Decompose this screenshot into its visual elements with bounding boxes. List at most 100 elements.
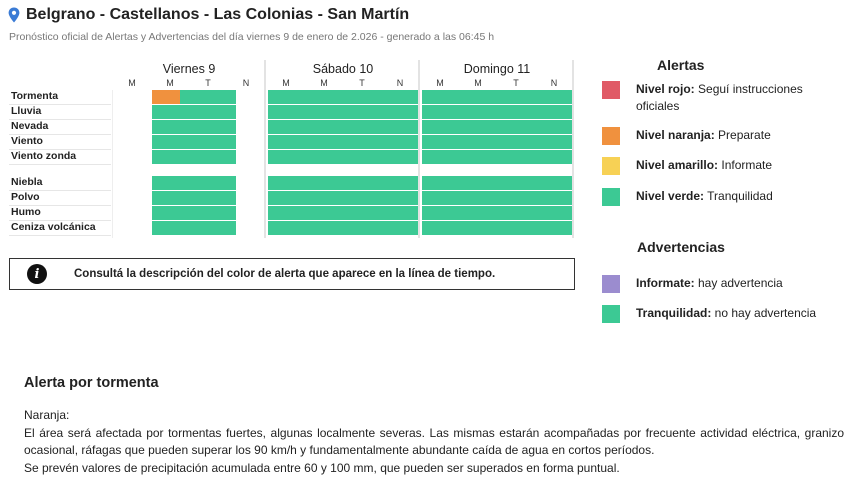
alert-cell[interactable] (380, 150, 418, 164)
alert-cell[interactable] (180, 176, 208, 190)
alert-cell[interactable] (497, 206, 535, 220)
alert-cell[interactable] (208, 176, 236, 190)
alert-cell[interactable] (305, 221, 343, 235)
alert-cell[interactable] (459, 120, 497, 134)
alert-cell[interactable] (305, 90, 343, 104)
alert-cell[interactable] (180, 221, 208, 235)
alert-cell[interactable] (497, 135, 535, 149)
alert-cell[interactable] (180, 90, 208, 104)
alert-cell[interactable] (497, 191, 535, 205)
alert-cell[interactable] (152, 90, 180, 104)
alert-cell[interactable] (343, 191, 381, 205)
alert-cell[interactable] (152, 221, 180, 235)
alert-cell[interactable] (534, 150, 572, 164)
alert-cell[interactable] (459, 150, 497, 164)
alert-cell[interactable] (380, 221, 418, 235)
time-slot-label: M (474, 78, 482, 88)
alert-cell[interactable] (152, 150, 180, 164)
alert-cell[interactable] (343, 206, 381, 220)
alert-cell[interactable] (180, 120, 208, 134)
alert-cell[interactable] (268, 150, 306, 164)
alert-cell[interactable] (343, 135, 381, 149)
alert-cell[interactable] (380, 120, 418, 134)
alert-cell[interactable] (422, 176, 460, 190)
alert-cell[interactable] (305, 105, 343, 119)
alert-cell[interactable] (534, 176, 572, 190)
alert-cell[interactable] (343, 120, 381, 134)
alert-cell[interactable] (180, 150, 208, 164)
alert-cell[interactable] (152, 120, 180, 134)
alert-cell[interactable] (208, 221, 236, 235)
alert-cell[interactable] (534, 90, 572, 104)
alert-cell[interactable] (497, 221, 535, 235)
alert-cell[interactable] (459, 176, 497, 190)
alert-cell[interactable] (380, 176, 418, 190)
alert-cell[interactable] (305, 135, 343, 149)
alert-cell[interactable] (422, 120, 460, 134)
alert-cell[interactable] (380, 105, 418, 119)
alert-cell[interactable] (305, 176, 343, 190)
alert-cell[interactable] (208, 191, 236, 205)
alert-cell[interactable] (208, 120, 236, 134)
alert-cell[interactable] (343, 150, 381, 164)
alert-cell[interactable] (268, 135, 306, 149)
alert-cell[interactable] (497, 176, 535, 190)
alert-cell[interactable] (208, 150, 236, 164)
alert-cell[interactable] (497, 90, 535, 104)
alert-cell[interactable] (534, 206, 572, 220)
alert-cell[interactable] (343, 90, 381, 104)
alert-cell[interactable] (152, 105, 180, 119)
alert-cell[interactable] (180, 135, 208, 149)
alert-cell[interactable] (422, 206, 460, 220)
alert-cell[interactable] (268, 191, 306, 205)
alert-cell[interactable] (380, 191, 418, 205)
alert-cell[interactable] (152, 191, 180, 205)
alert-cell[interactable] (180, 191, 208, 205)
alert-cell[interactable] (268, 120, 306, 134)
alert-cell[interactable] (534, 221, 572, 235)
alert-cell[interactable] (459, 191, 497, 205)
alert-cell[interactable] (459, 135, 497, 149)
alert-cell[interactable] (422, 105, 460, 119)
alert-cell[interactable] (422, 221, 460, 235)
alert-cell[interactable] (497, 105, 535, 119)
alert-cell[interactable] (208, 206, 236, 220)
alert-cell[interactable] (305, 150, 343, 164)
alert-cell[interactable] (497, 150, 535, 164)
alert-cell[interactable] (422, 150, 460, 164)
alert-cell[interactable] (459, 105, 497, 119)
alert-cell[interactable] (208, 90, 236, 104)
alert-cell[interactable] (152, 176, 180, 190)
alert-cell[interactable] (459, 90, 497, 104)
alert-cell[interactable] (380, 206, 418, 220)
alert-cell[interactable] (268, 90, 306, 104)
alert-cell[interactable] (152, 135, 180, 149)
alert-cell[interactable] (343, 176, 381, 190)
alert-cell[interactable] (305, 206, 343, 220)
alert-cell[interactable] (268, 105, 306, 119)
alert-cell[interactable] (534, 191, 572, 205)
alert-cell[interactable] (459, 221, 497, 235)
alert-cell[interactable] (268, 221, 306, 235)
alert-cell[interactable] (208, 105, 236, 119)
alert-cell[interactable] (268, 206, 306, 220)
alert-cell[interactable] (152, 206, 180, 220)
alert-cell[interactable] (422, 90, 460, 104)
alert-cell[interactable] (459, 206, 497, 220)
alert-cell[interactable] (534, 135, 572, 149)
alert-cell[interactable] (422, 135, 460, 149)
alert-cell[interactable] (380, 90, 418, 104)
alert-cell[interactable] (380, 135, 418, 149)
alert-cell[interactable] (305, 191, 343, 205)
alert-cell[interactable] (180, 105, 208, 119)
alert-cell[interactable] (534, 120, 572, 134)
alert-cell[interactable] (343, 221, 381, 235)
alert-cell[interactable] (534, 105, 572, 119)
alert-cell[interactable] (268, 176, 306, 190)
alert-cell[interactable] (208, 135, 236, 149)
alert-cell[interactable] (305, 120, 343, 134)
alert-cell[interactable] (422, 191, 460, 205)
alert-cell[interactable] (180, 206, 208, 220)
alert-cell[interactable] (497, 120, 535, 134)
alert-cell[interactable] (343, 105, 381, 119)
